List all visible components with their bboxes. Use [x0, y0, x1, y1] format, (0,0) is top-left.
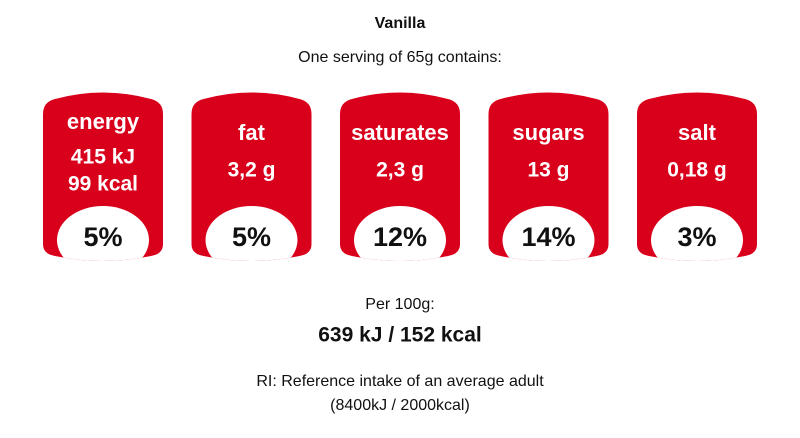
percent-value: 12%	[373, 222, 427, 252]
nutrient-item: salt 0,18 g 3%	[637, 92, 757, 261]
nutrient-item: sugars 13 g 14%	[488, 92, 609, 261]
nutrient-label: salt	[678, 120, 717, 145]
per-value: 639 kJ / 152 kcal	[318, 324, 481, 347]
nutrient-amount: 2,3 g	[376, 159, 424, 182]
nutrient-item: energy 415 kJ 99 kcal 5%	[43, 92, 163, 261]
per-label: Per 100g:	[365, 296, 434, 313]
nutrient-amount: 13 g	[527, 159, 569, 182]
product-title: Vanilla	[375, 15, 426, 32]
percent-value: 14%	[521, 222, 575, 252]
serving-text: One serving of 65g contains:	[298, 49, 502, 66]
nutrient-label: energy	[67, 109, 140, 134]
ri-note: (8400kJ / 2000kcal)	[330, 397, 470, 414]
percent-badge	[354, 206, 446, 261]
nutrient-amount: 415 kJ	[71, 146, 135, 169]
nutrient-item: fat 3,2 g 5%	[191, 92, 312, 261]
percent-badge	[502, 206, 595, 261]
percent-value: 5%	[83, 222, 122, 252]
nutrient-amount: 3,2 g	[228, 159, 276, 182]
percent-value: 3%	[677, 222, 716, 252]
percent-badge	[57, 206, 149, 261]
nutrient-label: saturates	[351, 120, 449, 145]
percent-value: 5%	[232, 222, 271, 252]
nutrient-label: fat	[238, 120, 266, 145]
nutrient-amount: 0,18 g	[667, 159, 727, 182]
percent-badge	[651, 206, 743, 261]
nutrient-item: saturates 2,3 g 12%	[340, 92, 460, 261]
items: energy 415 kJ 99 kcal 5% fat 3,2 g 5% saturates…	[43, 92, 757, 261]
nutrient-label: sugars	[512, 120, 584, 145]
ri-note: RI: Reference intake of an average adult	[256, 373, 544, 390]
percent-badge	[205, 206, 298, 261]
nutrient-amount: 99 kcal	[68, 173, 138, 196]
